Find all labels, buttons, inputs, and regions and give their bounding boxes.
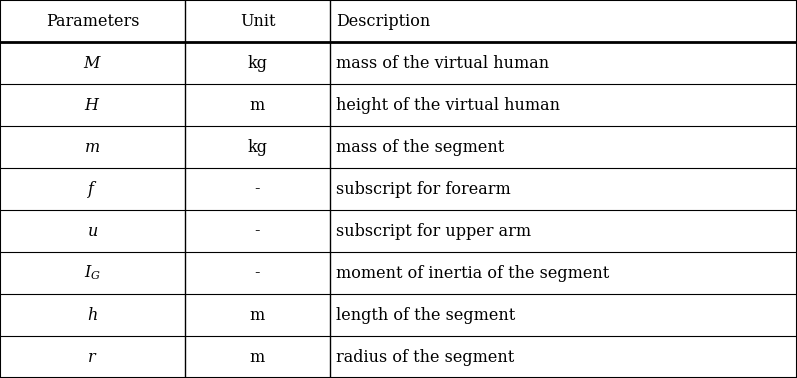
Text: $m$: $m$ [84,139,100,155]
Text: subscript for forearm: subscript for forearm [336,181,511,197]
Text: -: - [255,265,261,282]
Text: m: m [250,96,265,113]
Text: $f$: $f$ [87,178,98,200]
Text: m: m [250,349,265,366]
Text: kg: kg [248,54,268,71]
Text: Parameters: Parameters [45,12,139,29]
Text: height of the virtual human: height of the virtual human [336,96,560,113]
Text: $u$: $u$ [87,223,98,239]
Text: $r$: $r$ [88,350,98,364]
Text: -: - [255,181,261,197]
Text: moment of inertia of the segment: moment of inertia of the segment [336,265,609,282]
Text: subscript for upper arm: subscript for upper arm [336,223,531,240]
Text: $h$: $h$ [87,307,98,324]
Text: Unit: Unit [240,12,275,29]
Text: length of the segment: length of the segment [336,307,515,324]
Text: -: - [255,223,261,240]
Text: radius of the segment: radius of the segment [336,349,514,366]
Text: $M$: $M$ [83,55,102,71]
Text: m: m [250,307,265,324]
Text: $I_G$: $I_G$ [84,263,101,282]
Text: Description: Description [336,12,430,29]
Text: $H$: $H$ [84,97,100,113]
Text: kg: kg [248,138,268,155]
Text: mass of the virtual human: mass of the virtual human [336,54,549,71]
Text: mass of the segment: mass of the segment [336,138,505,155]
